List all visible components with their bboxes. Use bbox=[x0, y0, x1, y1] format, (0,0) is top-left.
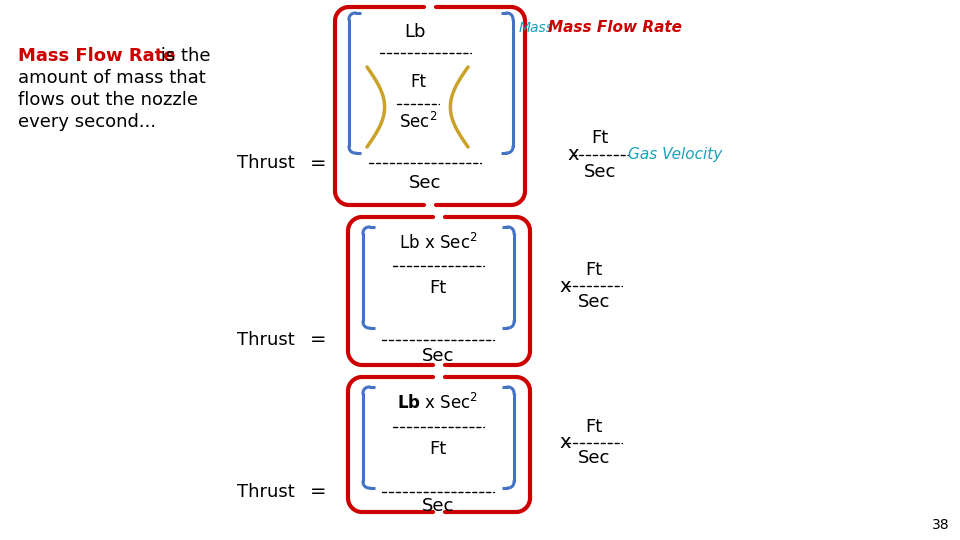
Text: Thrust: Thrust bbox=[237, 483, 295, 501]
Text: Ft: Ft bbox=[586, 261, 603, 279]
Text: flows out the nozzle: flows out the nozzle bbox=[18, 91, 198, 109]
Text: Ft: Ft bbox=[410, 73, 426, 91]
Text: =: = bbox=[310, 153, 326, 172]
Text: x: x bbox=[567, 145, 579, 165]
Text: Lb x Sec$^2$: Lb x Sec$^2$ bbox=[398, 233, 477, 253]
Text: Ft: Ft bbox=[429, 440, 446, 458]
Text: Mass Flow Rate: Mass Flow Rate bbox=[548, 21, 682, 36]
Text: =: = bbox=[310, 330, 326, 349]
Text: 38: 38 bbox=[932, 518, 950, 532]
Text: $\mathbf{Lb}$ x Sec$^2$: $\mathbf{Lb}$ x Sec$^2$ bbox=[397, 393, 479, 413]
Text: Sec: Sec bbox=[421, 497, 454, 515]
Text: =: = bbox=[310, 483, 326, 502]
Text: Ft: Ft bbox=[586, 418, 603, 436]
Text: every second...: every second... bbox=[18, 113, 156, 131]
Text: Sec: Sec bbox=[409, 174, 442, 192]
Text: Sec: Sec bbox=[578, 449, 611, 467]
Text: Lb: Lb bbox=[404, 23, 425, 41]
Text: is the: is the bbox=[155, 47, 210, 65]
Text: Ft: Ft bbox=[591, 129, 609, 147]
Text: Sec$^2$: Sec$^2$ bbox=[398, 112, 437, 132]
Text: amount of mass that: amount of mass that bbox=[18, 69, 205, 87]
Text: Sec: Sec bbox=[578, 293, 611, 311]
Text: Sec: Sec bbox=[584, 163, 616, 181]
Text: x: x bbox=[560, 434, 571, 453]
Text: Thrust: Thrust bbox=[237, 331, 295, 349]
Text: Sec: Sec bbox=[421, 347, 454, 365]
Text: x: x bbox=[560, 276, 571, 295]
Text: Mass Flow Rate: Mass Flow Rate bbox=[18, 47, 176, 65]
Text: Thrust: Thrust bbox=[237, 154, 295, 172]
Text: Gas Velocity: Gas Velocity bbox=[628, 147, 722, 163]
Text: Mass: Mass bbox=[519, 21, 554, 35]
Text: Ft: Ft bbox=[429, 279, 446, 297]
